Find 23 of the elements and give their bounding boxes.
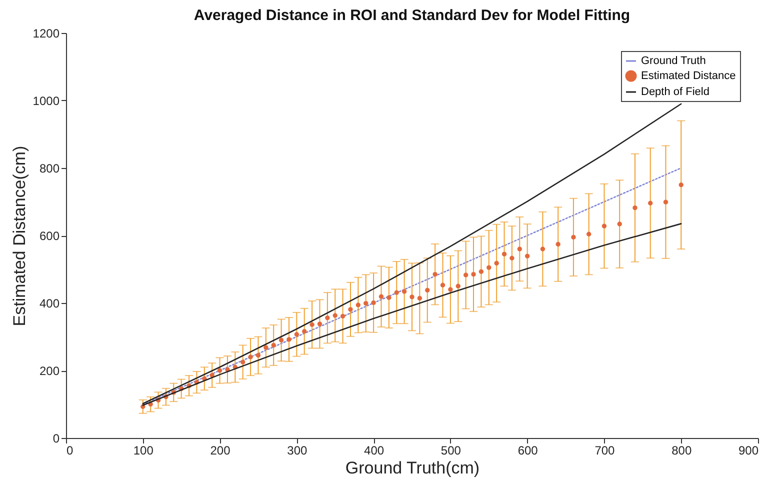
y-tick-label: 800 (39, 162, 60, 176)
x-tick-label: 800 (672, 444, 692, 458)
y-tick-label: 1000 (32, 94, 60, 108)
x-tick-label: 200 (210, 444, 231, 458)
y-tick-label: 1200 (32, 26, 60, 40)
x-axis-title: Ground Truth(cm) (345, 458, 480, 478)
y-tick-label: 0 (52, 432, 60, 446)
x-tick-label: 0 (66, 444, 74, 458)
x-tick-label: 600 (518, 444, 538, 458)
y-axis-title: Estimated Distance(cm) (10, 146, 29, 326)
y-tick-label: 400 (39, 296, 60, 310)
x-tick-label: 400 (364, 444, 384, 458)
x-tick-label: 500 (440, 444, 462, 458)
legend-label: Estimated Distance (641, 70, 736, 82)
y-tick-label: 200 (39, 364, 60, 378)
x-tick-label: 700 (594, 444, 616, 458)
legend-label: Ground Truth (641, 55, 706, 67)
x-tick-label: 100 (133, 444, 154, 458)
legend-label: Depth of Field (641, 86, 710, 98)
x-tick-label: 300 (287, 444, 308, 458)
x-tick-label: 900 (738, 444, 759, 458)
y-tick-label: 600 (39, 229, 60, 243)
chart-title: Averaged Distance in ROI and Standard Dev for Model Fitting (194, 7, 630, 24)
